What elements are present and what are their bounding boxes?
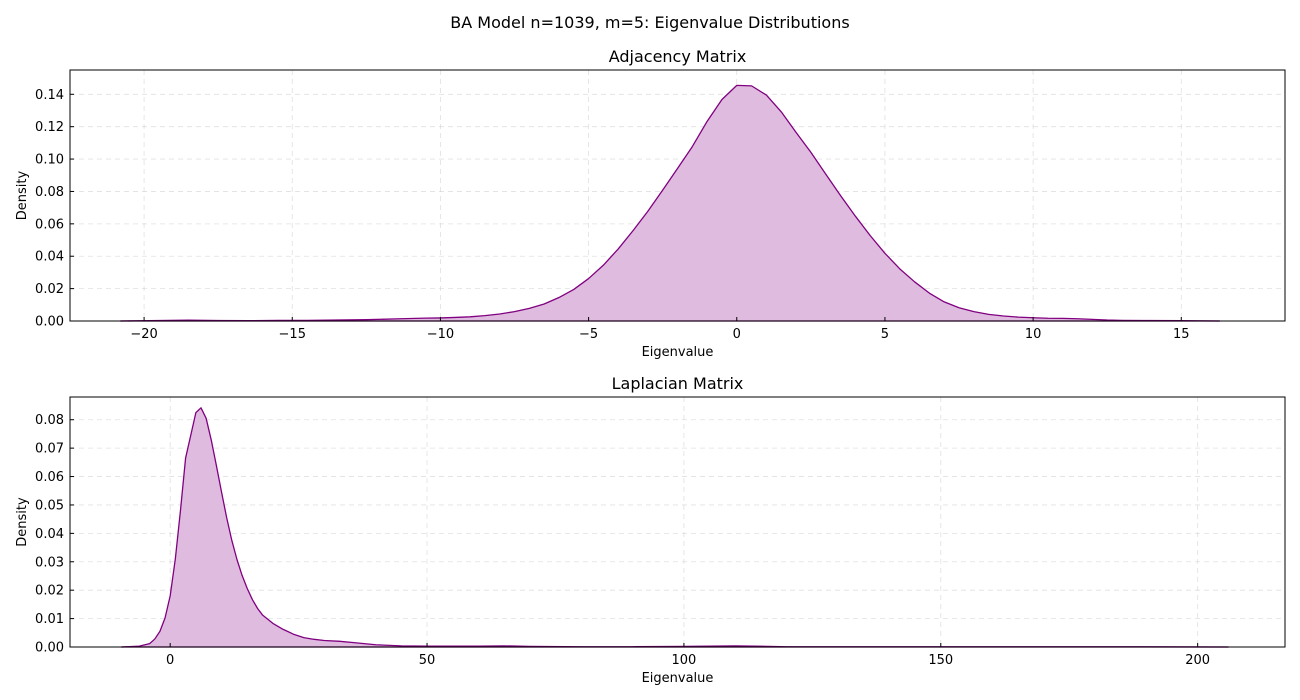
laplacian-x-tick-label: 50 xyxy=(419,653,436,668)
adjacency-y-tick-label: 0.10 xyxy=(35,153,64,168)
laplacian-y-tick-label: 0.00 xyxy=(35,641,64,656)
laplacian-axes-frame xyxy=(69,396,1286,648)
adjacency-x-tick-label: 10 xyxy=(1025,327,1042,342)
adjacency-y-tick-label: 0.12 xyxy=(35,120,64,135)
laplacian-title: Laplacian Matrix xyxy=(612,374,744,393)
adjacency-x-tick-label: −10 xyxy=(427,327,454,342)
adjacency-x-tick-label: −20 xyxy=(130,327,157,342)
laplacian-y-tick-label: 0.05 xyxy=(35,498,64,513)
adjacency-panel: −20 −15 −10 −5 0 5 10 15 0.00 0.02 0.04 0.06 0.08 0.1… xyxy=(15,47,1286,360)
adjacency-y-tick-label: 0.00 xyxy=(35,315,64,330)
adjacency-x-axis-label: Eigenvalue xyxy=(642,345,714,360)
laplacian-y-tick-label: 0.07 xyxy=(35,442,64,457)
laplacian-panel: 0 50 100 150 200 0.00 0.01 0.02 0.03 0.04 0.05 0.06… xyxy=(15,374,1286,686)
adjacency-y-tick-label: 0.14 xyxy=(35,88,64,103)
adjacency-title: Adjacency Matrix xyxy=(609,47,747,66)
adjacency-y-tick-label: 0.06 xyxy=(35,217,64,232)
laplacian-x-tick-label: 150 xyxy=(928,653,953,668)
laplacian-y-tick-label: 0.02 xyxy=(35,584,64,599)
laplacian-x-tick-label: 200 xyxy=(1185,653,1210,668)
laplacian-density-area xyxy=(121,407,1229,647)
figure-title: BA Model n=1039, m=5: Eigenvalue Distrib… xyxy=(450,13,849,32)
laplacian-y-tick-label: 0.06 xyxy=(35,470,64,485)
laplacian-y-tick-label: 0.04 xyxy=(35,527,64,542)
adjacency-y-tick-label: 0.02 xyxy=(35,282,64,297)
adjacency-density-area xyxy=(120,85,1220,321)
adjacency-x-tick-label: 5 xyxy=(881,327,889,342)
laplacian-y-tick-label: 0.03 xyxy=(35,555,64,570)
adjacency-y-axis-label: Density xyxy=(15,170,30,220)
laplacian-x-tick-label: 0 xyxy=(166,653,174,668)
adjacency-density-line xyxy=(120,84,1220,322)
adjacency-x-tick-label: 0 xyxy=(733,327,741,342)
laplacian-y-axis-label: Density xyxy=(15,497,30,547)
adjacency-y-tick-label: 0.08 xyxy=(35,185,64,200)
laplacian-density-line xyxy=(121,407,1229,648)
laplacian-y-tick-label: 0.01 xyxy=(35,612,64,627)
adjacency-x-tick-label: 15 xyxy=(1173,327,1190,342)
adjacency-x-tick-label: −15 xyxy=(279,327,306,342)
laplacian-x-tick-label: 100 xyxy=(672,653,697,668)
adjacency-y-tick-label: 0.04 xyxy=(35,250,64,265)
laplacian-x-axis-label: Eigenvalue xyxy=(642,671,714,686)
adjacency-axes-frame xyxy=(69,69,1286,322)
adjacency-x-tick-label: −5 xyxy=(579,327,598,342)
laplacian-y-tick-label: 0.08 xyxy=(35,413,64,428)
